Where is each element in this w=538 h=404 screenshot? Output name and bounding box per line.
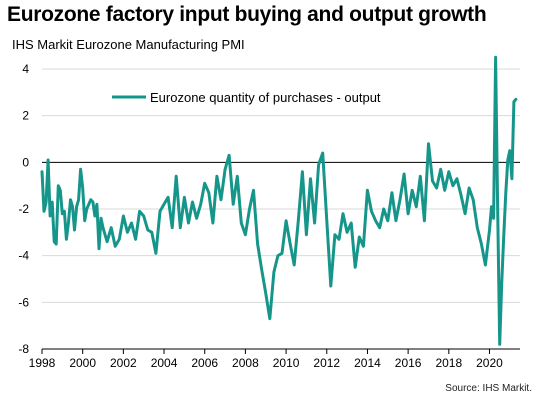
x-tick-label: 2004 [151,356,178,370]
x-tick-label: 2020 [476,356,503,370]
x-tick-label: 2002 [110,356,137,370]
series-layer [40,55,518,346]
y-tick-label: 0 [22,155,29,169]
legend-label: Eurozone quantity of purchases - output [150,90,381,105]
y-tick-label: 4 [22,62,29,76]
chart-title: Eurozone factory input buying and output… [7,3,487,26]
x-tick-label: 2018 [435,356,462,370]
x-tick-label: 2006 [191,356,218,370]
grid-lines [42,68,520,350]
series-line [40,55,518,346]
x-tick-label: 2000 [69,356,96,370]
y-tick-label: -4 [18,249,29,263]
legend: Eurozone quantity of purchases - output [112,90,381,105]
x-tick-label: 2016 [395,356,422,370]
x-tick-label: 1998 [29,356,56,370]
y-tick-label: -2 [18,202,29,216]
y-tick-label: -8 [18,342,29,356]
x-tick-label: 2008 [232,356,259,370]
chart-subtitle: IHS Markit Eurozone Manufacturing PMI [12,37,245,52]
x-tick-label: 2012 [313,356,340,370]
y-tick-label: -6 [18,295,29,309]
y-tick-label: 2 [22,109,29,123]
x-tick-label: 2010 [273,356,300,370]
source-note: Source: IHS Markit. [445,383,532,394]
x-tick-label: 2014 [354,356,381,370]
